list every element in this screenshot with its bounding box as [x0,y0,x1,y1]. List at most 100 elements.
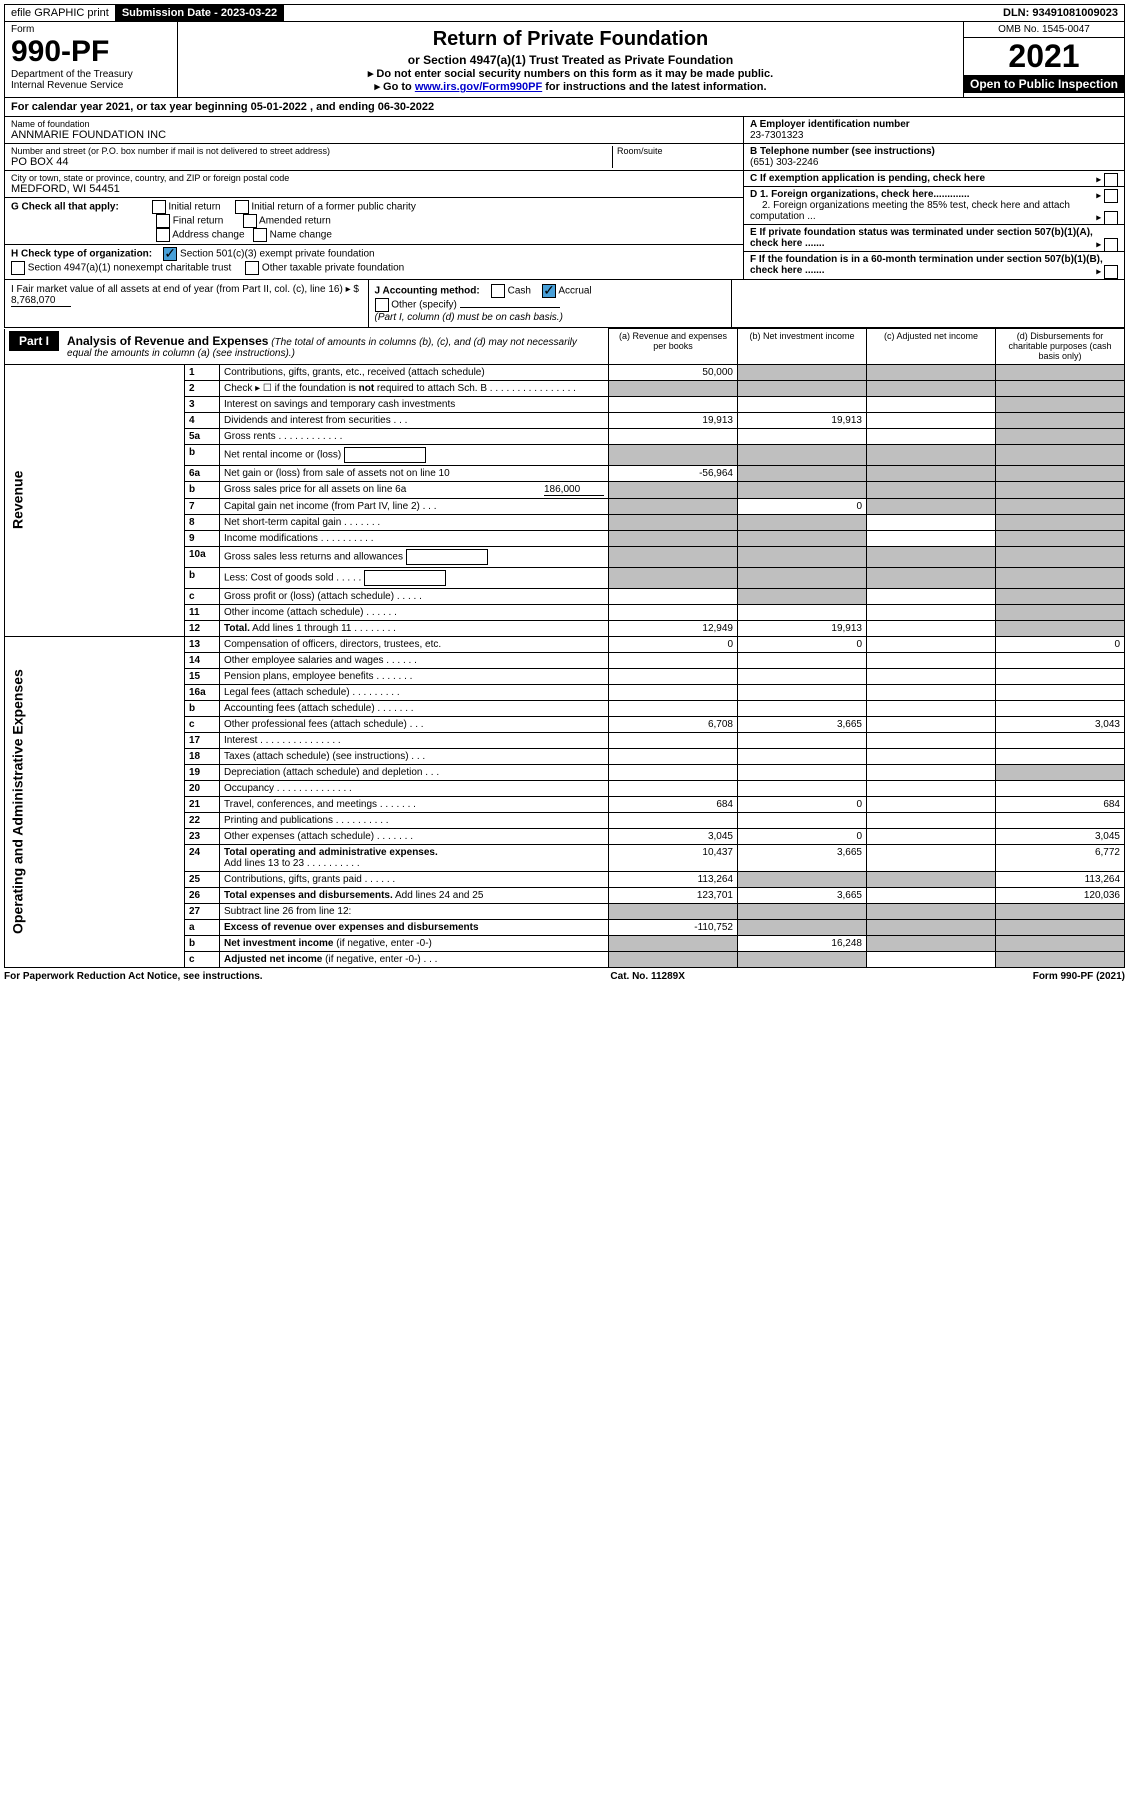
cb-60month[interactable] [1104,265,1118,279]
col-d-val [996,780,1125,796]
col-b-val [738,700,867,716]
cb-accrual[interactable] [542,284,556,298]
col-b-val [738,812,867,828]
cb-other-taxable[interactable] [245,261,259,275]
row-num: 12 [185,620,220,636]
ein-cell: A Employer identification number 23-7301… [744,117,1124,144]
col-c-val [867,546,996,567]
row-desc: Net investment income (if negative, ente… [220,935,609,951]
col-d-val [996,700,1125,716]
cb-initial-former[interactable] [235,200,249,214]
row-num: 27 [185,903,220,919]
cb-exemption-pending[interactable] [1104,173,1118,187]
col-c-header: (c) Adjusted net income [867,329,996,365]
row-desc: Excess of revenue over expenses and disb… [220,919,609,935]
col-b-val [738,732,867,748]
col-a-val [609,380,738,396]
cb-final-return[interactable] [156,214,170,228]
e-cell: E If private foundation status was termi… [744,225,1124,252]
col-d-header: (d) Disbursements for charitable purpose… [996,329,1125,365]
cb-other-method[interactable] [375,298,389,312]
col-a-val [609,588,738,604]
cb-initial-return[interactable] [152,200,166,214]
col-d-val: 6,772 [996,844,1125,871]
col-c-val [867,652,996,668]
col-b-val: 19,913 [738,620,867,636]
row-desc: Taxes (attach schedule) (see instruction… [220,748,609,764]
cb-terminated[interactable] [1104,238,1118,252]
col-c-val [867,764,996,780]
phone-cell: B Telephone number (see instructions) (6… [744,144,1124,171]
footer-right: Form 990-PF (2021) [1033,971,1125,982]
col-a-val: 684 [609,796,738,812]
col-b-val [738,748,867,764]
row-num: 20 [185,780,220,796]
note-link: ▸ Go to www.irs.gov/Form990PF for instru… [182,80,959,93]
col-b-val: 19,913 [738,412,867,428]
col-c-val [867,871,996,887]
row-desc: Total. Add lines 1 through 11 . . . . . … [220,620,609,636]
row-desc: Accounting fees (attach schedule) . . . … [220,700,609,716]
row-num: 1 [185,364,220,380]
g-section: G Check all that apply: Initial return I… [5,198,743,245]
col-d-val [996,684,1125,700]
row-desc: Gross rents . . . . . . . . . . . . [220,428,609,444]
col-d-val: 120,036 [996,887,1125,903]
col-c-val [867,364,996,380]
cb-foreign-org[interactable] [1104,189,1118,203]
row-desc: Compensation of officers, directors, tru… [220,636,609,652]
row-desc: Total expenses and disbursements. Add li… [220,887,609,903]
col-b-val [738,444,867,465]
col-b-val [738,588,867,604]
cb-name-change[interactable] [253,228,267,242]
cb-amended-return[interactable] [243,214,257,228]
col-b-val [738,396,867,412]
row-desc: Interest on savings and temporary cash i… [220,396,609,412]
col-b-val [738,364,867,380]
cb-address-change[interactable] [156,228,170,242]
col-c-val [867,428,996,444]
row-desc: Net rental income or (loss) [220,444,609,465]
col-b-val: 0 [738,498,867,514]
irs-link[interactable]: www.irs.gov/Form990PF [415,81,542,93]
table-row: Operating and Administrative Expenses 13… [5,636,1125,652]
col-a-val [609,481,738,498]
cb-501c3[interactable] [163,247,177,261]
col-d-val [996,396,1125,412]
row-desc: Contributions, gifts, grants, etc., rece… [220,364,609,380]
header-right: OMB No. 1545-0047 2021 Open to Public In… [963,22,1124,97]
col-d-val [996,428,1125,444]
header-mid: Return of Private Foundation or Section … [178,22,963,97]
col-a-val [609,935,738,951]
row-num: 23 [185,828,220,844]
col-d-val [996,652,1125,668]
row-desc: Depreciation (attach schedule) and deple… [220,764,609,780]
row-num: 22 [185,812,220,828]
row-num: c [185,716,220,732]
col-a-val: 10,437 [609,844,738,871]
col-c-val [867,412,996,428]
col-d-val [996,465,1125,481]
col-b-val: 3,665 [738,844,867,871]
col-b-val [738,604,867,620]
col-a-val [609,700,738,716]
row-desc: Other expenses (attach schedule) . . . .… [220,828,609,844]
col-c-val [867,481,996,498]
col-d-val [996,935,1125,951]
row-num: 21 [185,796,220,812]
row-num: 14 [185,652,220,668]
row-desc: Gross sales less returns and allowances [220,546,609,567]
col-a-val: 0 [609,636,738,652]
row-num: c [185,951,220,967]
col-d-val [996,668,1125,684]
cb-4947[interactable] [11,261,25,275]
form-header: Form 990-PF Department of the Treasury I… [4,22,1125,98]
row-num: 17 [185,732,220,748]
col-a-val [609,764,738,780]
form-subtitle: or Section 4947(a)(1) Trust Treated as P… [182,53,959,67]
cb-cash[interactable] [491,284,505,298]
row-desc: Check ▸ ☐ if the foundation is not requi… [220,380,609,396]
cb-85pct[interactable] [1104,211,1118,225]
row-desc: Other employee salaries and wages . . . … [220,652,609,668]
row-desc: Less: Cost of goods sold . . . . . [220,567,609,588]
